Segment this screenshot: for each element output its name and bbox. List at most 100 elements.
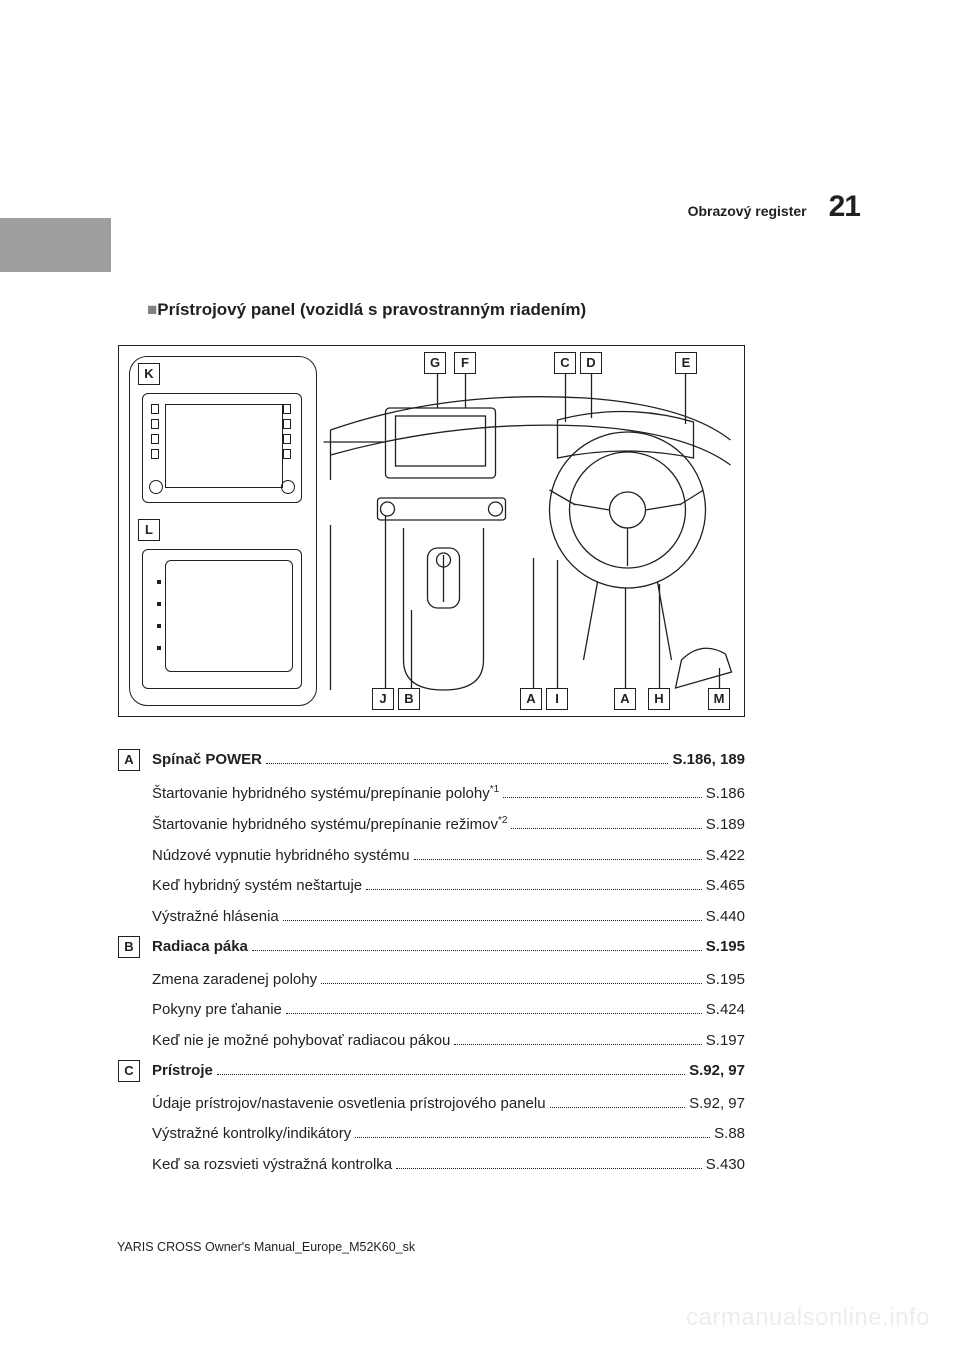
callout-b: B [398, 688, 420, 710]
callout-f: F [454, 352, 476, 374]
callout-k: K [138, 363, 160, 385]
callout-d: D [580, 352, 602, 374]
index-label: Spínač POWER [152, 749, 262, 772]
index-sub-row: Výstražné kontrolky/indikátoryS.88 [118, 1123, 745, 1146]
page-ref: S.430 [706, 1154, 745, 1177]
index-label: Radiaca páka [152, 936, 248, 959]
page-ref: S.186 [706, 783, 745, 806]
running-header: Obrazový register 21 [688, 190, 860, 224]
bullet-icon: ■ [147, 300, 157, 319]
letter-box [118, 1154, 140, 1176]
footer-manual-id: YARIS CROSS Owner's Manual_Europe_M52K60… [117, 1240, 415, 1254]
page-ref: S.92, 97 [689, 1060, 745, 1083]
diagram: K L [119, 346, 744, 716]
index-sub-row: Štartovanie hybridného systému/prepínani… [118, 813, 745, 837]
leader-dots [503, 797, 702, 798]
letter-box [118, 1123, 140, 1145]
index-label: Núdzové vypnutie hybridného systému [152, 845, 410, 868]
callout-c: C [554, 352, 576, 374]
index-line: Štartovanie hybridného systému/prepínani… [152, 813, 745, 837]
leader-dots [366, 889, 702, 890]
callout-m: M [708, 688, 730, 710]
index-line: Keď sa rozsvieti výstražná kontrolkaS.43… [152, 1154, 745, 1177]
index-sub-row: Keď hybridný systém neštartuje S.465 [118, 875, 745, 898]
page-ref: S.195 [706, 969, 745, 992]
inset-display-k [142, 393, 302, 503]
callout-g: G [424, 352, 446, 374]
index-line: Výstražné hlásenia S.440 [152, 906, 745, 929]
letter-box [118, 782, 140, 804]
index-heading-row: A Spínač POWER S.186, 189 [118, 749, 745, 772]
index-label: Štartovanie hybridného systému/prepínani… [152, 813, 507, 837]
grey-tab [0, 218, 111, 272]
index-sub-row: Pokyny pre ťahanie S.424 [118, 999, 745, 1022]
index-list: A Spínač POWER S.186, 189 Štartovanie hybri… [118, 743, 745, 1184]
index-line: Radiaca páka S.195 [152, 936, 745, 959]
letter-box: B [118, 936, 140, 958]
callout-l: L [138, 519, 160, 541]
letter-box: C [118, 1060, 140, 1082]
dashboard-illustration [323, 360, 738, 710]
index-label: Štartovanie hybridného systému/prepínani… [152, 782, 499, 806]
index-line: Pokyny pre ťahanie S.424 [152, 999, 745, 1022]
leader-dots [266, 763, 668, 764]
page-ref: S.424 [706, 999, 745, 1022]
leader-dots [550, 1107, 686, 1108]
page-ref: S.197 [706, 1030, 745, 1053]
letter-box: A [118, 749, 140, 771]
letter-box [118, 969, 140, 991]
page-ref: S.440 [706, 906, 745, 929]
callout-e: E [675, 352, 697, 374]
leader-dots [286, 1013, 702, 1014]
index-line: Spínač POWER S.186, 189 [152, 749, 745, 772]
button-column-icon [283, 404, 293, 459]
index-line: Keď hybridný systém neštartuje S.465 [152, 875, 745, 898]
footnote-marker: *2 [498, 815, 507, 826]
page-ref: S.189 [706, 814, 745, 837]
page-ref: S.195 [706, 936, 745, 959]
footnote-marker: *1 [490, 784, 499, 795]
header-page-number: 21 [829, 190, 860, 224]
knob-icon [149, 480, 163, 494]
index-sub-row: Zmena zaradenej polohy S.195 [118, 969, 745, 992]
index-label: Výstražné hlásenia [152, 906, 279, 929]
index-label: Keď hybridný systém neštartuje [152, 875, 362, 898]
index-line: Núdzové vypnutie hybridného systému S.422 [152, 845, 745, 868]
index-line: Prístroje S.92, 97 [152, 1060, 745, 1083]
index-label: Výstražné kontrolky/indikátory [152, 1123, 351, 1146]
letter-box [118, 845, 140, 867]
leader-dots [396, 1168, 702, 1169]
letter-box [118, 813, 140, 835]
leader-dots [511, 828, 701, 829]
leader-dots [454, 1044, 701, 1045]
index-label: Keď nie je možné pohybovať radiacou páko… [152, 1030, 450, 1053]
index-sub-row: Keď sa rozsvieti výstražná kontrolkaS.43… [118, 1154, 745, 1177]
index-sub-row: Štartovanie hybridného systému/prepínani… [118, 782, 745, 806]
index-sub-row: Výstražné hlásenia S.440 [118, 906, 745, 929]
leader-dots [252, 950, 702, 951]
inset-display-l [142, 549, 302, 689]
callout-i: I [546, 688, 568, 710]
diagram-frame: K L [118, 345, 745, 717]
inset-panel: K L [129, 356, 317, 706]
letter-box [118, 1030, 140, 1052]
leader-dots [283, 920, 702, 921]
index-label: Zmena zaradenej polohy [152, 969, 317, 992]
callout-j: J [372, 688, 394, 710]
index-sub-row: Núdzové vypnutie hybridného systému S.422 [118, 845, 745, 868]
index-label: Pokyny pre ťahanie [152, 999, 282, 1022]
index-label: Prístroje [152, 1060, 213, 1083]
section-title-text: Prístrojový panel (vozidlá s pravostrann… [157, 300, 586, 319]
page-ref: S.422 [706, 845, 745, 868]
letter-box [118, 1093, 140, 1115]
index-line: Údaje prístrojov/nastavenie osvetlenia p… [152, 1093, 745, 1116]
leader-dots [414, 859, 702, 860]
knob-icon [281, 480, 295, 494]
page-ref: S.186, 189 [672, 749, 745, 772]
index-line: Výstražné kontrolky/indikátoryS.88 [152, 1123, 745, 1146]
letter-box [118, 906, 140, 928]
dashboard-svg [323, 360, 738, 710]
page-ref: S.465 [706, 875, 745, 898]
callout-a2: A [614, 688, 636, 710]
leader-dots [217, 1074, 685, 1075]
